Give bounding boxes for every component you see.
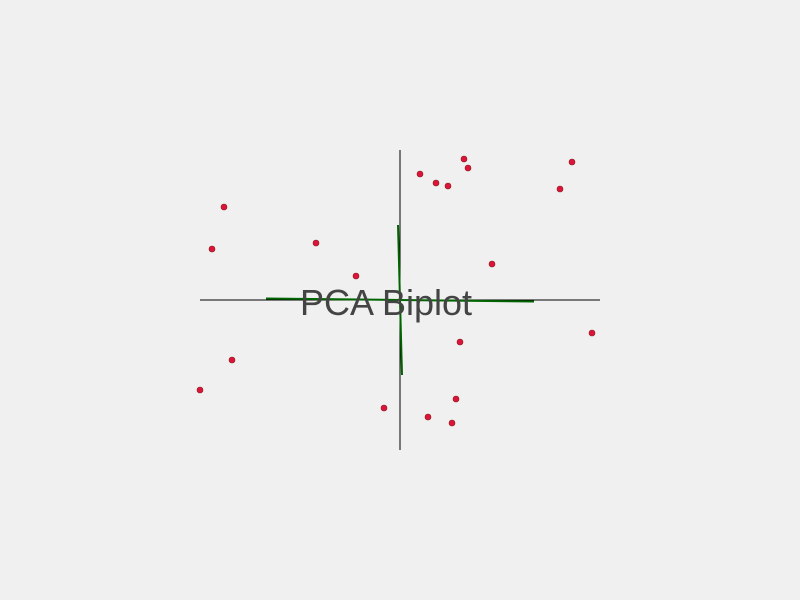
score-point-2 (208, 245, 216, 253)
score-point-13 (488, 260, 496, 268)
score-point-3 (312, 239, 320, 247)
score-point-9 (432, 179, 440, 187)
loading-vector-3 (397, 224, 401, 301)
score-point-14 (556, 185, 564, 193)
score-point-5 (228, 356, 236, 364)
score-point-1 (220, 203, 228, 211)
score-points-layer (196, 155, 596, 427)
score-point-6 (196, 386, 204, 394)
score-point-10 (444, 182, 452, 190)
score-point-8 (416, 170, 424, 178)
score-point-16 (588, 329, 596, 337)
score-point-20 (448, 419, 456, 427)
score-point-11 (460, 155, 468, 163)
score-point-17 (456, 338, 464, 346)
score-point-19 (424, 413, 432, 421)
loading-vectors-layer (265, 224, 535, 376)
score-point-18 (452, 395, 460, 403)
chart-title: PCA Biplot (300, 282, 472, 323)
score-point-7 (380, 404, 388, 412)
score-point-12 (464, 164, 472, 172)
loading-vector-2 (265, 297, 401, 301)
loading-vector-1 (399, 299, 535, 303)
score-point-4 (352, 272, 360, 280)
loading-vector-4 (399, 299, 403, 376)
score-point-15 (568, 158, 576, 166)
